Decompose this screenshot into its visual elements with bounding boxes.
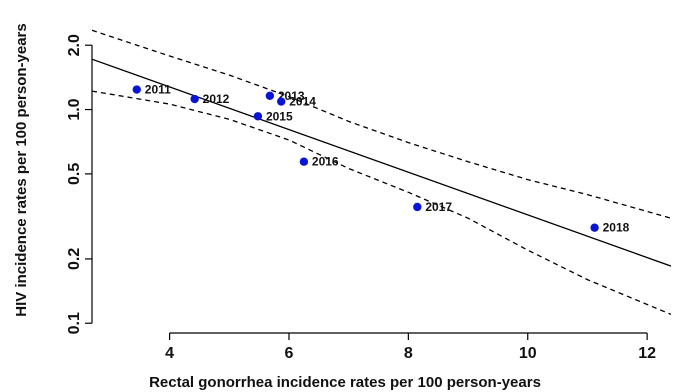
y-tick-label: 0.5 xyxy=(66,163,83,185)
y-tick-label: 1.0 xyxy=(66,98,83,120)
data-point xyxy=(413,202,422,212)
y-ticks: 0.1 0.2 0.5 1.0 2.0 xyxy=(66,34,92,334)
x-tick-label: 4 xyxy=(165,345,174,362)
point-label: 2015 xyxy=(266,109,293,123)
point-label: 2011 xyxy=(145,83,171,97)
y-tick-label: 0.1 xyxy=(66,312,83,334)
point-label: 2016 xyxy=(312,155,339,169)
data-point xyxy=(132,85,141,94)
x-axis-title: Rectal gonorrhea incidence rates per 100… xyxy=(149,374,541,391)
data-point xyxy=(265,91,275,100)
point-label: 2017 xyxy=(425,200,452,214)
data-point xyxy=(253,112,263,121)
ci-lower-line xyxy=(92,90,671,316)
ci-upper-line xyxy=(92,29,671,219)
x-tick-label: 8 xyxy=(404,345,413,362)
y-tick-label: 0.2 xyxy=(66,248,83,270)
point-label: 2014 xyxy=(289,95,316,109)
point-label: 2018 xyxy=(603,221,630,235)
data-point xyxy=(190,94,199,104)
x-ticks: 4 6 8 10 12 xyxy=(165,333,656,362)
x-tick-label: 10 xyxy=(519,345,537,362)
x-tick-label: 6 xyxy=(285,345,294,362)
data-point xyxy=(299,157,309,166)
x-tick-label: 12 xyxy=(638,345,656,362)
data-point xyxy=(590,223,599,232)
point-label: 2012 xyxy=(203,92,230,106)
data-point xyxy=(277,97,286,106)
fit-line xyxy=(92,58,671,267)
y-tick-label: 2.0 xyxy=(66,34,83,56)
y-axis-title: HIV incidence rates per 100 person-years xyxy=(13,23,30,316)
